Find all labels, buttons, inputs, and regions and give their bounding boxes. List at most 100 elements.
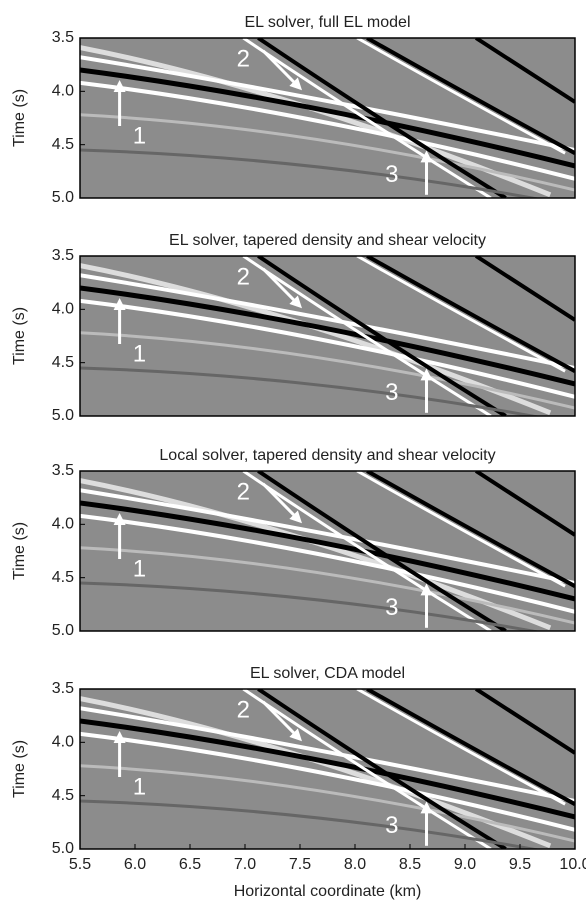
y-tick-label: 4.0 — [52, 734, 74, 751]
annotation: 2 — [237, 46, 250, 73]
plot-frame — [79, 37, 576, 199]
annotation: 3 — [385, 594, 398, 621]
wavefront — [80, 298, 575, 399]
wavefront — [474, 256, 575, 322]
y-tick-label: 5.0 — [52, 840, 74, 857]
wavefront — [80, 148, 541, 198]
annotation: 3 — [385, 812, 398, 839]
y-axis-label: Time (s) — [11, 522, 28, 580]
wavefront — [80, 80, 575, 181]
y-axis-label: Time (s) — [11, 307, 28, 365]
annotation: 1 — [133, 556, 146, 583]
wavefront — [80, 500, 575, 602]
wavefront — [474, 471, 575, 537]
y-tick-label: 4.5 — [52, 787, 74, 804]
y-tick-label: 4.0 — [52, 83, 74, 100]
arrow — [262, 267, 303, 309]
annotation: 2 — [237, 264, 250, 291]
y-tick-label: 4.0 — [52, 301, 74, 318]
seismic-image — [80, 256, 575, 416]
seismic-image — [80, 38, 575, 198]
x-tick-label: 6.0 — [124, 856, 146, 873]
arrow — [262, 49, 303, 91]
wavefront — [474, 38, 575, 104]
wavefront — [242, 256, 492, 416]
annotation: 1 — [133, 123, 146, 150]
wavefront — [80, 285, 575, 387]
wavefront — [80, 55, 575, 152]
annotation: 1 — [133, 774, 146, 801]
wavefront — [356, 689, 566, 806]
wavefront — [242, 689, 492, 849]
arrow — [262, 482, 303, 524]
panel-title: EL solver, full EL model — [244, 14, 410, 31]
wavefront — [80, 764, 575, 843]
wavefront — [80, 366, 541, 416]
wavefront — [257, 38, 507, 198]
wavefront — [242, 38, 492, 198]
wavefront — [257, 689, 507, 849]
y-tick-label: 3.5 — [52, 29, 74, 46]
plot-frame — [79, 255, 576, 417]
wavefront — [80, 731, 575, 832]
wavefront — [80, 799, 541, 849]
panel-title: EL solver, tapered density and shear vel… — [169, 232, 486, 249]
y-tick-label: 5.0 — [52, 189, 74, 206]
y-axis-label: Time (s) — [11, 89, 28, 147]
x-tick-label: 8.0 — [344, 856, 366, 873]
wavefront — [356, 38, 566, 155]
y-tick-label: 4.0 — [52, 516, 74, 533]
annotation: 2 — [237, 697, 250, 724]
wavefront — [356, 256, 566, 373]
wavefront — [366, 256, 575, 373]
x-tick-label: 6.5 — [179, 856, 201, 873]
panel-title: EL solver, CDA model — [250, 665, 405, 682]
x-tick-label: 9.5 — [509, 856, 531, 873]
wavefront — [80, 718, 575, 820]
wavefront — [80, 546, 575, 625]
y-tick-label: 5.0 — [52, 622, 74, 639]
annotation: 3 — [385, 161, 398, 188]
wavefront — [80, 273, 575, 370]
y-tick-label: 3.5 — [52, 462, 74, 479]
y-tick-label: 3.5 — [52, 680, 74, 697]
seismic-image — [80, 689, 575, 849]
wavefront — [257, 256, 507, 416]
x-tick-label: 8.5 — [399, 856, 421, 873]
x-tick-label: 10.0 — [559, 856, 586, 873]
wavefront — [366, 689, 575, 806]
wavefront — [80, 581, 541, 631]
x-tick-label: 9.0 — [454, 856, 476, 873]
y-tick-label: 4.5 — [52, 136, 74, 153]
y-tick-label: 4.5 — [52, 569, 74, 586]
y-tick-label: 3.5 — [52, 247, 74, 264]
wavefront — [257, 471, 507, 631]
arrow — [262, 700, 303, 742]
wavefront — [474, 689, 575, 755]
seismic-image — [80, 471, 575, 631]
wavefront — [80, 67, 575, 169]
wavefront — [80, 513, 575, 614]
x-tick-label: 7.0 — [234, 856, 256, 873]
wavefront — [80, 113, 575, 192]
wavefront — [80, 331, 575, 410]
wavefront — [366, 38, 575, 155]
panel-title: Local solver, tapered density and shear … — [159, 447, 495, 464]
wavefront — [80, 706, 575, 803]
plot-frame — [79, 688, 576, 850]
x-tick-label: 7.5 — [289, 856, 311, 873]
wavefront — [366, 471, 575, 588]
x-tick-label: 5.5 — [69, 856, 91, 873]
plot-frame — [79, 470, 576, 632]
y-tick-label: 5.0 — [52, 407, 74, 424]
annotation: 3 — [385, 379, 398, 406]
x-axis-label: Horizontal coordinate (km) — [234, 883, 422, 900]
y-tick-label: 4.5 — [52, 354, 74, 371]
annotation: 2 — [237, 479, 250, 506]
wavefront — [80, 488, 575, 585]
wavefront — [356, 471, 566, 588]
wavefront — [242, 471, 492, 631]
y-axis-label: Time (s) — [11, 740, 28, 798]
annotation: 1 — [133, 341, 146, 368]
